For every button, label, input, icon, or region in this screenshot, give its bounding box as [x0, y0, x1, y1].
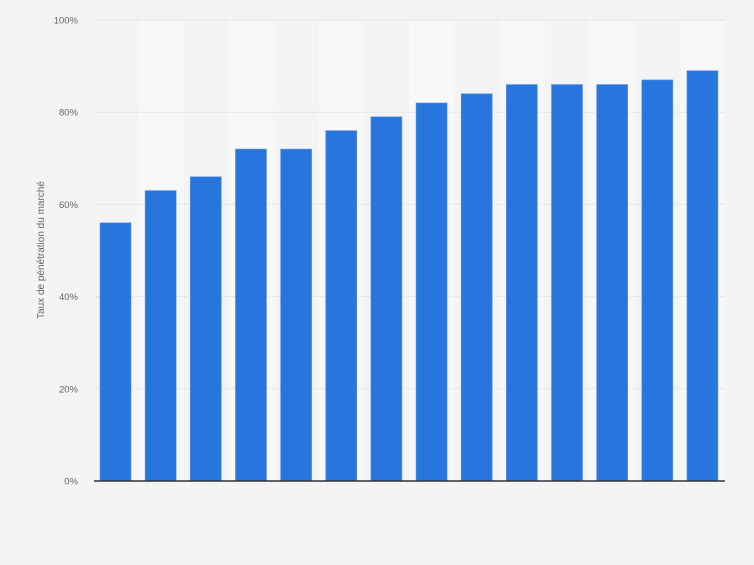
bar [551, 84, 583, 482]
bar [235, 148, 267, 482]
bar [280, 148, 312, 482]
y-tick-label: 0% [64, 477, 78, 488]
y-tick-label: 60% [59, 200, 79, 211]
y-tick-label: 40% [59, 292, 79, 303]
y-axis-label: Taux de pénétration du marché [36, 181, 47, 319]
bar [506, 84, 538, 482]
bar [460, 93, 493, 482]
bar [596, 84, 628, 482]
bar [99, 222, 132, 482]
bar [415, 102, 448, 482]
y-tick-label: 100% [54, 16, 79, 27]
y-tick-label: 20% [59, 384, 79, 395]
bar [686, 70, 719, 482]
bar [144, 190, 177, 482]
bar [325, 130, 358, 482]
bar [190, 176, 222, 482]
bar [370, 116, 403, 482]
y-tick-label: 80% [59, 108, 79, 119]
bar [641, 79, 674, 482]
